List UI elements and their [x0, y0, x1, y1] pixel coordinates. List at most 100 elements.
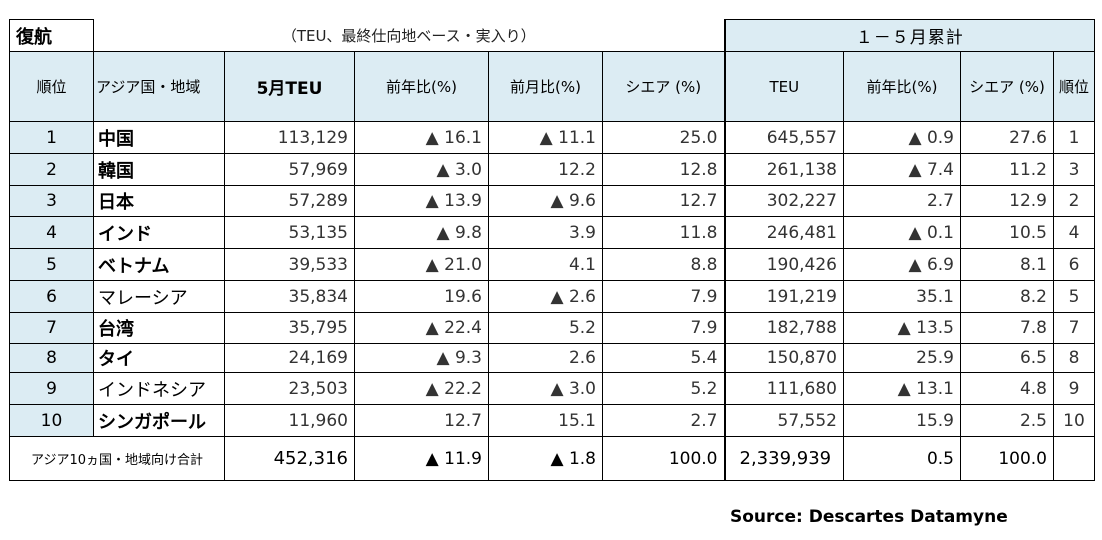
- cum-yoy-value: 25.9: [843, 343, 961, 373]
- mom-value: ▲ 2.6: [488, 280, 603, 313]
- table-caption: （TEU、最終仕向地ベース・実入り）: [281, 26, 536, 45]
- header-cum-share: シエア (%): [960, 51, 1054, 122]
- mom-value: ▲ 11.1: [488, 121, 603, 154]
- cum-teu-value: 246,481: [723, 216, 844, 249]
- cum-teu-value: 182,788: [723, 312, 844, 344]
- may-teu-value: 35,834: [224, 280, 355, 313]
- table-row: 2 韓国 57,969 ▲ 3.0 12.2 12.8 261,138 ▲ 7.4 11.2 3: [9, 153, 1095, 186]
- cum-share-value: 8.1: [960, 248, 1054, 281]
- yoy-value: ▲ 13.9: [354, 185, 489, 217]
- cumulative-header: １－５月累計: [723, 19, 1095, 52]
- header-yoy: 前年比(%): [354, 51, 489, 122]
- cum-share-value: 8.2: [960, 280, 1054, 313]
- cum-yoy-value: 15.9: [843, 404, 961, 437]
- cum-share-value: 27.6: [960, 121, 1054, 154]
- cum-yoy-value: 35.1: [843, 280, 961, 313]
- may-teu-value: 39,533: [224, 248, 355, 281]
- region-name: タイ: [93, 343, 225, 373]
- may-teu-value: 57,969: [224, 153, 355, 186]
- region-name: インド: [93, 216, 225, 249]
- table-row: 10 シンガポール 11,960 12.7 15.1 2.7 57,552 15.9 2.5 10: [9, 404, 1095, 437]
- cum-rank-value: 9: [1053, 372, 1095, 405]
- rank-cell: 4: [9, 216, 94, 249]
- rank-cell: 1: [9, 121, 94, 154]
- mom-value: 4.1: [488, 248, 603, 281]
- cum-share-value: 6.5: [960, 343, 1054, 373]
- header-may-teu: 5月TEU: [224, 51, 355, 122]
- cum-share-value: 4.8: [960, 372, 1054, 405]
- yoy-value: ▲ 3.0: [354, 153, 489, 186]
- share-value: 8.8: [602, 248, 725, 281]
- teu-table: 復航 （TEU、最終仕向地ベース・実入り） １－５月累計 順位 アジア国・地域 …: [9, 19, 1095, 481]
- table-row: 4 インド 53,135 ▲ 9.8 3.9 11.8 246,481 ▲ 0.1 10.5 4: [9, 216, 1095, 249]
- cum-yoy-value: 2.7: [843, 185, 961, 217]
- share-value: 7.9: [602, 312, 725, 344]
- mom-value: ▲ 9.6: [488, 185, 603, 217]
- region-name: 日本: [93, 185, 225, 217]
- may-teu-value: 23,503: [224, 372, 355, 405]
- mom-value: 2.6: [488, 343, 603, 373]
- cum-share-value: 7.8: [960, 312, 1054, 344]
- rank-cell: 7: [9, 312, 94, 344]
- cum-rank-value: 5: [1053, 280, 1095, 313]
- cum-teu-value: 302,227: [723, 185, 844, 217]
- region-name: シンガポール: [93, 404, 225, 437]
- may-teu-value: 113,129: [224, 121, 355, 154]
- mom-value: ▲ 3.0: [488, 372, 603, 405]
- mom-value: 12.2: [488, 153, 603, 186]
- cum-share-value: 10.5: [960, 216, 1054, 249]
- region-name: 台湾: [93, 312, 225, 344]
- rank-cell: 6: [9, 280, 94, 313]
- yoy-value: ▲ 9.3: [354, 343, 489, 373]
- rank-cell: 8: [9, 343, 94, 373]
- share-value: 11.8: [602, 216, 725, 249]
- cum-teu-value: 190,426: [723, 248, 844, 281]
- may-teu-value: 35,795: [224, 312, 355, 344]
- yoy-value: 19.6: [354, 280, 489, 313]
- header-mom: 前月比(%): [488, 51, 603, 122]
- cum-rank-value: 10: [1053, 404, 1095, 437]
- yoy-value: 12.7: [354, 404, 489, 437]
- may-teu-value: 53,135: [224, 216, 355, 249]
- region-name: 韓国: [93, 153, 225, 186]
- cum-teu-value: 150,870: [723, 343, 844, 373]
- cum-rank-value: 8: [1053, 343, 1095, 373]
- may-teu-value: 57,289: [224, 185, 355, 217]
- header-cum-yoy: 前年比(%): [843, 51, 961, 122]
- rank-cell: 5: [9, 248, 94, 281]
- yoy-value: ▲ 16.1: [354, 121, 489, 154]
- share-value: 7.9: [602, 280, 725, 313]
- table-row: 1 中国 113,129 ▲ 16.1 ▲ 11.1 25.0 645,557 ▲ 0.9 27…: [9, 121, 1095, 154]
- yoy-value: ▲ 22.4: [354, 312, 489, 344]
- cum-yoy-value: ▲ 6.9: [843, 248, 961, 281]
- yoy-value: ▲ 21.0: [354, 248, 489, 281]
- may-teu-value: 11,960: [224, 404, 355, 437]
- cum-yoy-value: ▲ 13.5: [843, 312, 961, 344]
- region-name: ベトナム: [93, 248, 225, 281]
- cum-yoy-value: ▲ 0.1: [843, 216, 961, 249]
- rank-cell: 2: [9, 153, 94, 186]
- mom-value: 3.9: [488, 216, 603, 249]
- total-cum-rank: [1053, 436, 1095, 481]
- total-cum-share: 100.0: [960, 436, 1054, 481]
- rank-cell: 9: [9, 372, 94, 405]
- share-value: 2.7: [602, 404, 725, 437]
- cum-yoy-value: ▲ 7.4: [843, 153, 961, 186]
- cum-rank-value: 6: [1053, 248, 1095, 281]
- share-value: 12.8: [602, 153, 725, 186]
- table-row: 5 ベトナム 39,533 ▲ 21.0 4.1 8.8 190,426 ▲ 6.9 8.1 6: [9, 248, 1095, 281]
- share-value: 5.2: [602, 372, 725, 405]
- share-value: 5.4: [602, 343, 725, 373]
- share-value: 12.7: [602, 185, 725, 217]
- cum-rank-value: 1: [1053, 121, 1095, 154]
- yoy-value: ▲ 9.8: [354, 216, 489, 249]
- source-note: Source: Descartes Datamyne: [730, 507, 1008, 527]
- table-row: 7 台湾 35,795 ▲ 22.4 5.2 7.9 182,788 ▲ 13.5 7.8 7: [9, 312, 1095, 344]
- region-name: 中国: [93, 121, 225, 154]
- total-mom: ▲ 1.8: [488, 436, 603, 481]
- table-row: 6 マレーシア 35,834 19.6 ▲ 2.6 7.9 191,219 35.1 8.2 5: [9, 280, 1095, 313]
- cum-teu-value: 191,219: [723, 280, 844, 313]
- total-share: 100.0: [602, 436, 725, 481]
- header-cum-rank: 順位: [1053, 51, 1095, 122]
- header-cum-teu: TEU: [723, 51, 844, 122]
